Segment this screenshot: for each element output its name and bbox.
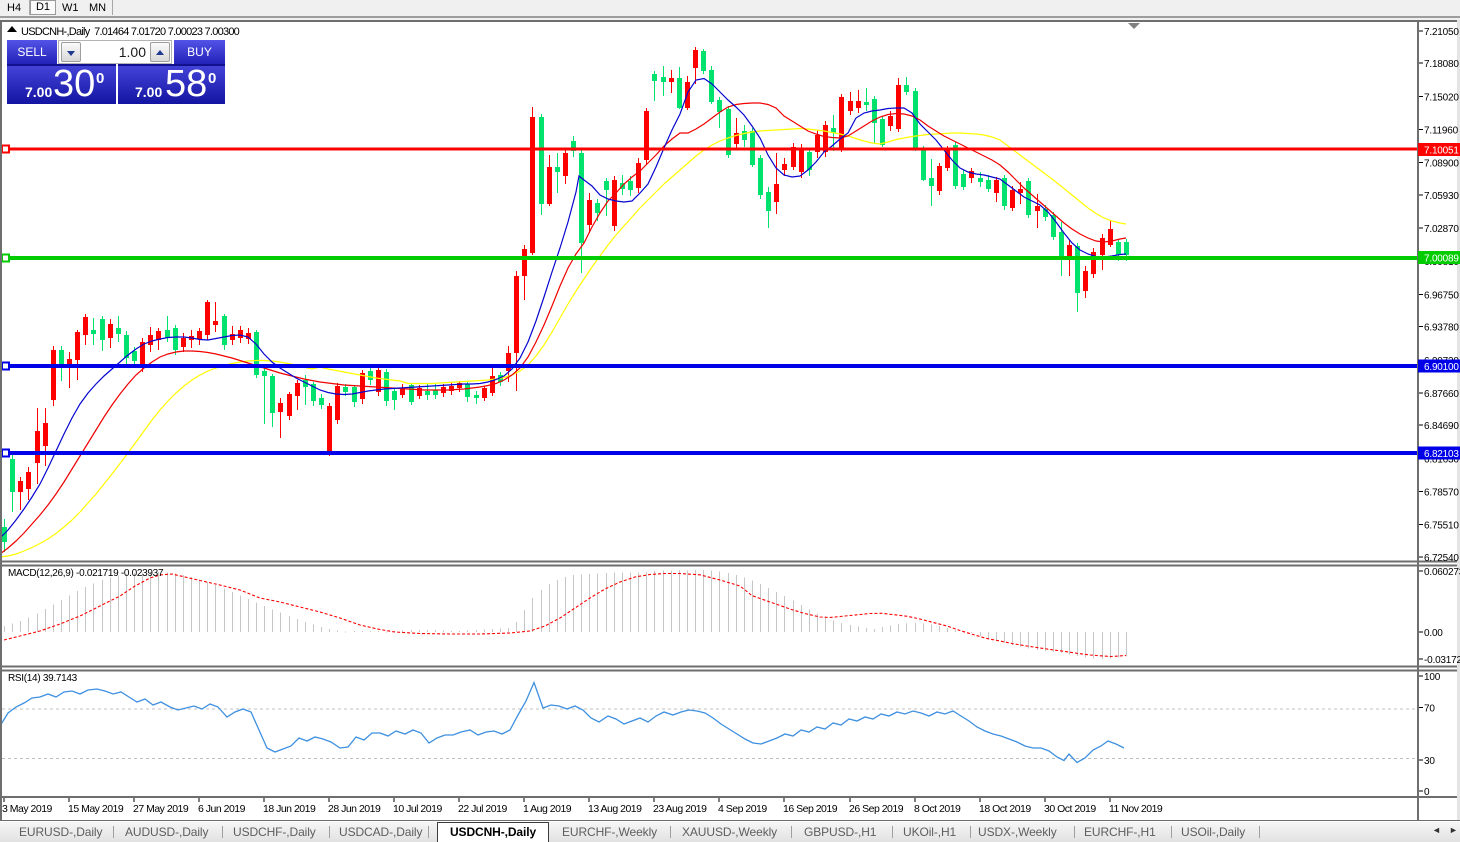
svg-text:MACD(12,26,9) -0.021719 -0.023: MACD(12,26,9) -0.021719 -0.023937 <box>8 568 164 579</box>
svg-text:6.82103: 6.82103 <box>1424 449 1459 460</box>
svg-text:7.11960: 7.11960 <box>1424 126 1459 137</box>
svg-text:RSI(14) 39.7143: RSI(14) 39.7143 <box>8 673 78 684</box>
svg-text:7.05930: 7.05930 <box>1424 191 1459 202</box>
svg-text:30: 30 <box>1424 756 1435 767</box>
svg-text:6.87660: 6.87660 <box>1424 389 1459 400</box>
svg-text:27 May 2019: 27 May 2019 <box>133 803 189 815</box>
svg-text:USDCNH-,Daily 7.01464 7.01720: USDCNH-,Daily 7.01464 7.01720 7.00023 7.… <box>21 26 240 38</box>
svg-text:7.08900: 7.08900 <box>1424 159 1459 170</box>
svg-text:6.84690: 6.84690 <box>1424 421 1459 432</box>
svg-text:28 Jun 2019: 28 Jun 2019 <box>328 803 381 815</box>
svg-text:6.93780: 6.93780 <box>1424 323 1459 334</box>
svg-text:7.02870: 7.02870 <box>1424 224 1459 235</box>
svg-text:10 Jul 2019: 10 Jul 2019 <box>393 803 442 815</box>
svg-text:0.00: 0.00 <box>1424 628 1443 639</box>
svg-text:6 Jun 2019: 6 Jun 2019 <box>198 803 246 815</box>
svg-text:6.81630: 6.81630 <box>1424 454 1459 465</box>
svg-text:7.15020: 7.15020 <box>1424 92 1459 103</box>
svg-text:4 Sep 2019: 4 Sep 2019 <box>718 803 767 815</box>
svg-text:0: 0 <box>1424 787 1430 798</box>
svg-text:3 May 2019: 3 May 2019 <box>2 803 53 815</box>
svg-text:13 Aug 2019: 13 Aug 2019 <box>588 803 642 815</box>
svg-text:30 Oct 2019: 30 Oct 2019 <box>1044 803 1096 815</box>
svg-text:18 Oct 2019: 18 Oct 2019 <box>979 803 1031 815</box>
svg-text:-0.03172: -0.03172 <box>1424 655 1460 666</box>
svg-text:6.78570: 6.78570 <box>1424 488 1459 499</box>
svg-text:7.10051: 7.10051 <box>1424 146 1459 157</box>
svg-text:7.18080: 7.18080 <box>1424 59 1459 70</box>
svg-text:11 Nov 2019: 11 Nov 2019 <box>1109 803 1163 815</box>
svg-text:22 Jul 2019: 22 Jul 2019 <box>458 803 507 815</box>
svg-text:6.75510: 6.75510 <box>1424 521 1459 532</box>
svg-text:6.90100: 6.90100 <box>1424 362 1459 373</box>
svg-text:100: 100 <box>1424 672 1441 683</box>
svg-text:15 May 2019: 15 May 2019 <box>68 803 124 815</box>
svg-text:6.96750: 6.96750 <box>1424 290 1459 301</box>
svg-text:8 Oct 2019: 8 Oct 2019 <box>914 803 961 815</box>
svg-text:18 Jun 2019: 18 Jun 2019 <box>263 803 316 815</box>
svg-text:16 Sep 2019: 16 Sep 2019 <box>783 803 838 815</box>
svg-text:70: 70 <box>1424 704 1435 715</box>
svg-text:0.060273: 0.060273 <box>1424 567 1460 578</box>
svg-text:1 Aug 2019: 1 Aug 2019 <box>523 803 572 815</box>
svg-text:26 Sep 2019: 26 Sep 2019 <box>849 803 904 815</box>
svg-text:7.00089: 7.00089 <box>1424 254 1459 265</box>
svg-text:6.72540: 6.72540 <box>1424 553 1459 564</box>
svg-text:7.21050: 7.21050 <box>1424 27 1459 38</box>
svg-text:23 Aug 2019: 23 Aug 2019 <box>653 803 707 815</box>
